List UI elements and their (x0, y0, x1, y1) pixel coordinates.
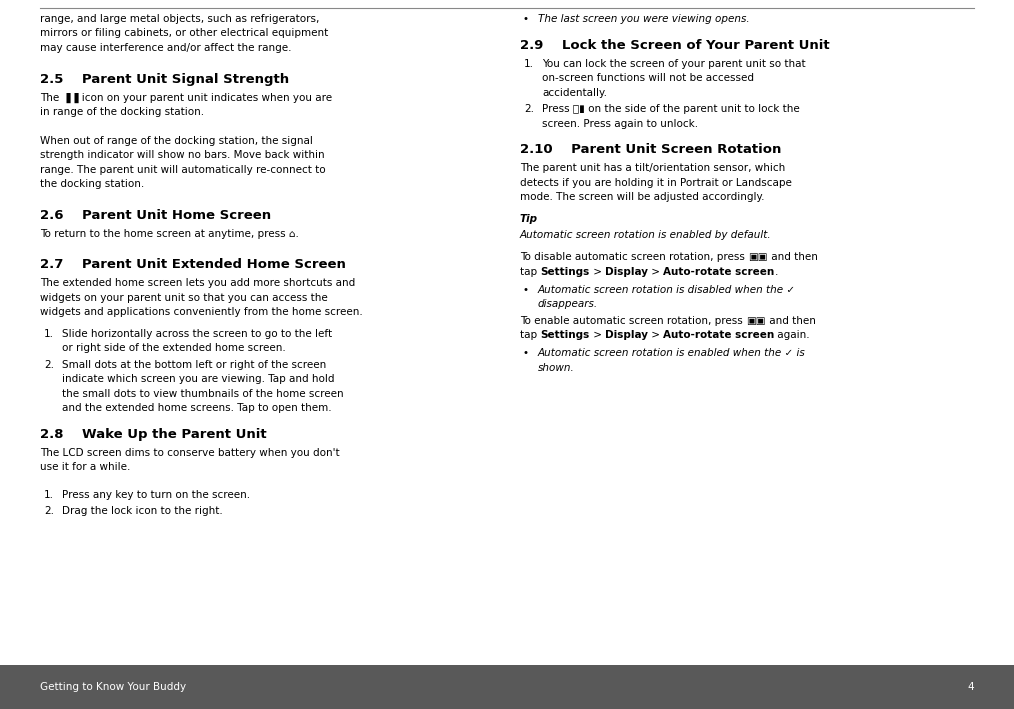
Text: 2.: 2. (44, 506, 54, 516)
Text: the docking station.: the docking station. (40, 179, 144, 189)
Text: 2.: 2. (44, 360, 54, 370)
Text: Press any key to turn on the screen.: Press any key to turn on the screen. (62, 490, 250, 500)
Text: and the extended home screens. Tap to open them.: and the extended home screens. Tap to op… (62, 403, 332, 413)
Text: Slide horizontally across the screen to go to the left: Slide horizontally across the screen to … (62, 329, 333, 339)
Text: 1.: 1. (44, 329, 54, 339)
Text: strength indicator will show no bars. Move back within: strength indicator will show no bars. Mo… (40, 150, 324, 160)
Text: Drag the lock icon to the right.: Drag the lock icon to the right. (62, 506, 223, 516)
Text: and then: and then (766, 316, 815, 325)
Text: The parent unit has a tilt/orientation sensor, which: The parent unit has a tilt/orientation s… (520, 163, 785, 173)
Text: >: > (648, 330, 663, 340)
Text: To return to the home screen at anytime, press ⌂.: To return to the home screen at anytime,… (40, 229, 299, 239)
Text: screen. Press again to unlock.: screen. Press again to unlock. (542, 118, 698, 129)
Text: You can lock the screen of your parent unit so that: You can lock the screen of your parent u… (542, 59, 806, 69)
Text: in range of the docking station.: in range of the docking station. (40, 107, 204, 117)
Text: Settings: Settings (540, 267, 589, 277)
Text: To disable automatic screen rotation, press: To disable automatic screen rotation, pr… (520, 252, 748, 262)
Text: The extended home screen lets you add more shortcuts and: The extended home screen lets you add mo… (40, 278, 355, 289)
Text: or right side of the extended home screen.: or right side of the extended home scree… (62, 343, 286, 353)
Text: The ▐▐ icon on your parent unit indicates when you are: The ▐▐ icon on your parent unit indicate… (40, 92, 333, 103)
Text: ▣▣: ▣▣ (748, 252, 768, 262)
Text: may cause interference and/or affect the range.: may cause interference and/or affect the… (40, 43, 291, 53)
Text: range, and large metal objects, such as refrigerators,: range, and large metal objects, such as … (40, 14, 319, 24)
Bar (0, 665, 1014, 709)
Text: and then: and then (768, 252, 817, 262)
Text: Getting to Know Your Buddy: Getting to Know Your Buddy (40, 682, 187, 692)
Text: 2.7    Parent Unit Extended Home Screen: 2.7 Parent Unit Extended Home Screen (40, 258, 346, 272)
Text: range. The parent unit will automatically re-connect to: range. The parent unit will automaticall… (40, 164, 325, 174)
Text: again.: again. (775, 330, 810, 340)
Text: Display: Display (605, 330, 648, 340)
Text: Automatic screen rotation is disabled when the ✓: Automatic screen rotation is disabled wh… (538, 284, 796, 295)
Text: Small dots at the bottom left or right of the screen: Small dots at the bottom left or right o… (62, 360, 327, 370)
Text: Auto-rotate screen: Auto-rotate screen (663, 330, 775, 340)
Text: 1.: 1. (524, 59, 534, 69)
Text: on-screen functions will not be accessed: on-screen functions will not be accessed (542, 73, 754, 83)
Text: indicate which screen you are viewing. Tap and hold: indicate which screen you are viewing. T… (62, 374, 335, 384)
Text: •: • (522, 14, 528, 24)
Text: Automatic screen rotation is enabled when the ✓ is: Automatic screen rotation is enabled whe… (538, 348, 806, 358)
Text: 2.8    Wake Up the Parent Unit: 2.8 Wake Up the Parent Unit (40, 428, 267, 441)
Text: •: • (522, 284, 528, 295)
Text: shown.: shown. (538, 363, 575, 373)
Text: the small dots to view thumbnails of the home screen: the small dots to view thumbnails of the… (62, 389, 344, 399)
Text: mirrors or filing cabinets, or other electrical equipment: mirrors or filing cabinets, or other ele… (40, 28, 329, 38)
Text: disappears.: disappears. (538, 299, 598, 309)
Text: Press Ⓛ▮ on the side of the parent unit to lock the: Press Ⓛ▮ on the side of the parent unit … (542, 104, 800, 114)
Text: The LCD screen dims to conserve battery when you don't: The LCD screen dims to conserve battery … (40, 448, 340, 458)
Text: detects if you are holding it in Portrait or Landscape: detects if you are holding it in Portrai… (520, 178, 792, 188)
Text: 2.9    Lock the Screen of Your Parent Unit: 2.9 Lock the Screen of Your Parent Unit (520, 38, 829, 52)
Text: Display: Display (605, 267, 648, 277)
Text: Settings: Settings (540, 330, 589, 340)
Text: >: > (648, 267, 663, 277)
Text: Auto-rotate screen: Auto-rotate screen (663, 267, 775, 277)
Text: 1.: 1. (44, 490, 54, 500)
Text: tap: tap (520, 330, 540, 340)
Text: Automatic screen rotation is enabled by default.: Automatic screen rotation is enabled by … (520, 230, 772, 240)
Text: •: • (522, 348, 528, 358)
Text: use it for a while.: use it for a while. (40, 462, 131, 472)
Text: 2.5    Parent Unit Signal Strength: 2.5 Parent Unit Signal Strength (40, 72, 289, 86)
Text: widgets and applications conveniently from the home screen.: widgets and applications conveniently fr… (40, 307, 363, 317)
Text: 2.: 2. (524, 104, 534, 114)
Text: accidentally.: accidentally. (542, 88, 607, 98)
Text: ▣▣: ▣▣ (746, 316, 766, 325)
Text: >: > (589, 267, 605, 277)
Text: .: . (775, 267, 778, 277)
Text: Tip: Tip (520, 214, 538, 224)
Text: When out of range of the docking station, the signal: When out of range of the docking station… (40, 135, 313, 146)
Text: >: > (589, 330, 605, 340)
Text: 4: 4 (967, 682, 974, 692)
Text: 2.6    Parent Unit Home Screen: 2.6 Parent Unit Home Screen (40, 208, 271, 222)
Text: mode. The screen will be adjusted accordingly.: mode. The screen will be adjusted accord… (520, 192, 765, 202)
Text: The last screen you were viewing opens.: The last screen you were viewing opens. (538, 14, 749, 24)
Text: tap: tap (520, 267, 540, 277)
Text: 2.10    Parent Unit Screen Rotation: 2.10 Parent Unit Screen Rotation (520, 143, 782, 156)
Text: To enable automatic screen rotation, press: To enable automatic screen rotation, pre… (520, 316, 746, 325)
Text: widgets on your parent unit so that you can access the: widgets on your parent unit so that you … (40, 293, 328, 303)
